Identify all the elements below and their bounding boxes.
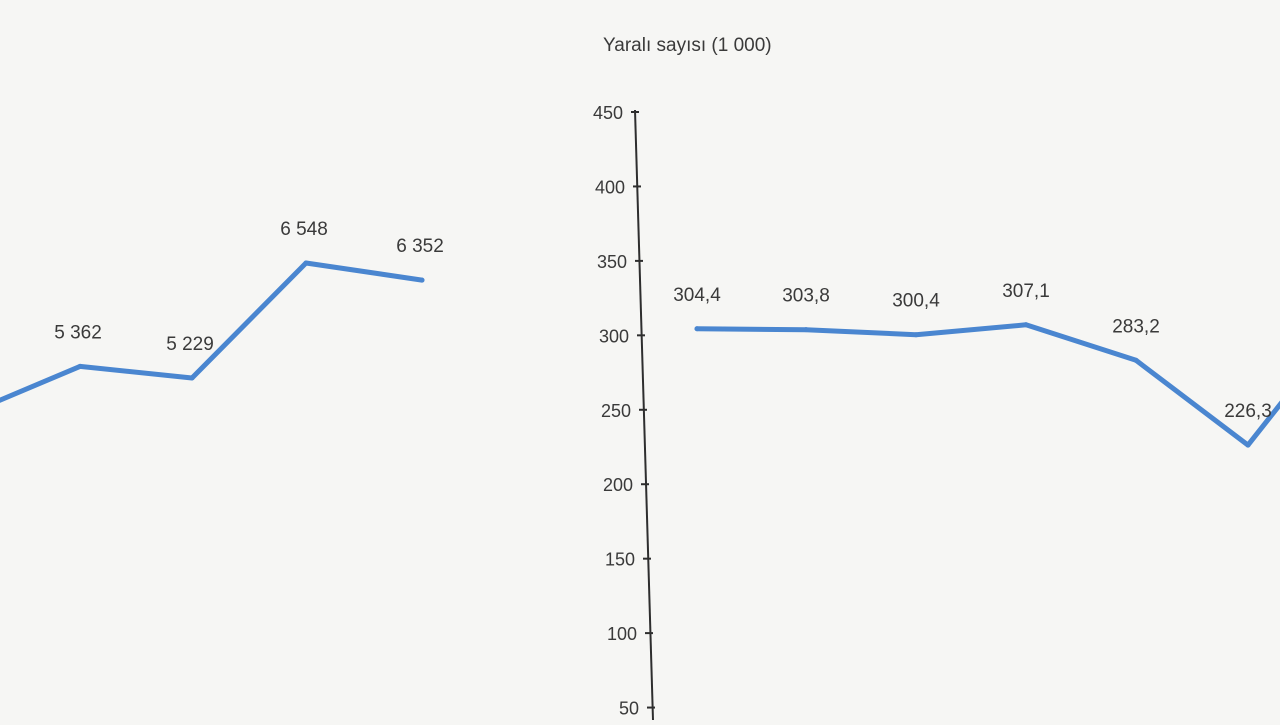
y-tick-label: 450 bbox=[593, 103, 623, 123]
right-data-point bbox=[1245, 442, 1251, 448]
left-data-label: 6 352 bbox=[396, 236, 444, 257]
y-tick-label: 150 bbox=[605, 550, 635, 570]
right-data-label: 283,2 bbox=[1112, 316, 1160, 337]
left-data-label: 6 548 bbox=[280, 219, 328, 240]
y-tick-label: 50 bbox=[619, 699, 639, 719]
right-data-point bbox=[913, 332, 919, 338]
left-data-label: 5 362 bbox=[54, 322, 102, 343]
y-tick-label: 250 bbox=[601, 401, 631, 421]
right-data-point bbox=[1133, 357, 1139, 363]
left-line-chart: 5 362 5 229 6 548 6 352 bbox=[0, 219, 444, 403]
y-tick-label: 100 bbox=[607, 624, 637, 644]
y-tick-label: 400 bbox=[595, 177, 625, 197]
left-data-point bbox=[419, 277, 425, 283]
right-data-label: 226,3 bbox=[1224, 401, 1272, 422]
y-axis-title: Yaralı sayısı (1 000) bbox=[603, 35, 772, 56]
left-data-point bbox=[77, 363, 83, 369]
y-tick-label: 300 bbox=[599, 326, 629, 346]
y-tick-label: 350 bbox=[597, 252, 627, 272]
right-data-label: 303,8 bbox=[782, 286, 830, 307]
right-data-point bbox=[1023, 322, 1029, 328]
right-line-chart: Yaralı sayısı (1 000) 50 100 150 200 250 300 3… bbox=[593, 35, 1280, 721]
left-data-point bbox=[189, 375, 195, 381]
right-data-point bbox=[694, 326, 700, 332]
left-data-label: 5 229 bbox=[166, 334, 214, 355]
right-data-label: 304,4 bbox=[673, 285, 721, 306]
y-axis-line bbox=[634, 109, 654, 721]
left-data-point bbox=[303, 260, 309, 266]
y-tick-label: 200 bbox=[603, 475, 633, 495]
right-data-point bbox=[803, 327, 809, 333]
right-series-line bbox=[694, 322, 1280, 448]
right-data-label: 300,4 bbox=[892, 291, 940, 312]
right-data-label: 307,1 bbox=[1002, 281, 1050, 302]
